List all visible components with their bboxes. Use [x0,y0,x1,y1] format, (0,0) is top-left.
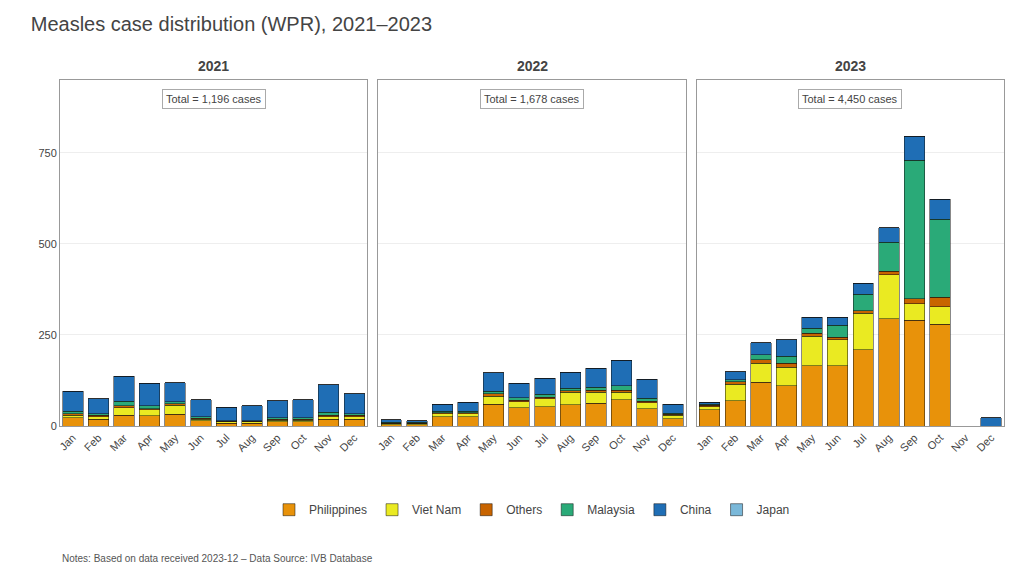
svg-text:Total = 1,678 cases: Total = 1,678 cases [484,93,580,105]
svg-text:Apr: Apr [134,431,155,452]
svg-text:Japan: Japan [757,503,790,517]
svg-text:Jan: Jan [694,432,715,453]
svg-text:Sep: Sep [897,432,919,454]
svg-text:Total = 4,450 cases: Total = 4,450 cases [802,93,898,105]
svg-text:Mar: Mar [107,431,129,453]
svg-text:Jun: Jun [822,432,843,453]
svg-text:Jan: Jan [57,432,78,453]
svg-text:Aug: Aug [553,432,575,454]
svg-text:Mar: Mar [744,431,766,453]
svg-text:Sep: Sep [261,432,283,454]
svg-text:Oct: Oct [288,432,309,453]
svg-text:Jul: Jul [213,432,231,450]
svg-text:Feb: Feb [82,432,104,454]
svg-text:Sep: Sep [579,432,601,454]
svg-text:Apr: Apr [771,431,792,452]
svg-text:Oct: Oct [606,432,627,453]
svg-text:China: China [680,503,712,517]
svg-text:Total = 1,196 cases: Total = 1,196 cases [166,93,262,105]
svg-text:750: 750 [38,147,56,159]
svg-text:Malaysia: Malaysia [587,503,635,517]
svg-text:2022: 2022 [517,58,548,74]
svg-text:Nov: Nov [312,431,335,454]
svg-text:Mar: Mar [426,431,448,453]
svg-text:Measles case distribution (WPR: Measles case distribution (WPR), 2021–20… [31,13,432,35]
svg-text:Dec: Dec [337,431,360,454]
svg-text:Nov: Nov [630,431,653,454]
svg-text:Jan: Jan [376,432,397,453]
svg-text:Philippines: Philippines [309,503,367,517]
svg-text:Jun: Jun [185,432,206,453]
svg-text:Aug: Aug [235,432,257,454]
svg-text:Jun: Jun [503,432,524,453]
svg-text:Aug: Aug [872,432,894,454]
svg-text:0: 0 [51,420,57,432]
svg-text:Viet Nam: Viet Nam [412,503,461,517]
svg-text:Oct: Oct [925,432,946,453]
svg-text:500: 500 [38,238,56,250]
svg-text:2021: 2021 [198,58,229,74]
svg-text:Notes: Based on data received: Notes: Based on data received 2023-12 – … [62,553,373,564]
svg-text:Dec: Dec [656,431,679,454]
svg-text:May: May [794,431,818,455]
svg-text:Apr: Apr [453,431,474,452]
svg-text:Others: Others [506,503,542,517]
svg-text:May: May [157,431,181,455]
svg-text:Nov: Nov [949,431,972,454]
svg-text:2023: 2023 [835,58,866,74]
svg-text:Dec: Dec [974,431,997,454]
svg-text:Feb: Feb [719,432,741,454]
svg-text:Jul: Jul [850,432,868,450]
svg-text:250: 250 [38,329,56,341]
svg-text:Feb: Feb [400,432,422,454]
svg-text:May: May [476,431,500,455]
svg-text:Jul: Jul [532,432,550,450]
